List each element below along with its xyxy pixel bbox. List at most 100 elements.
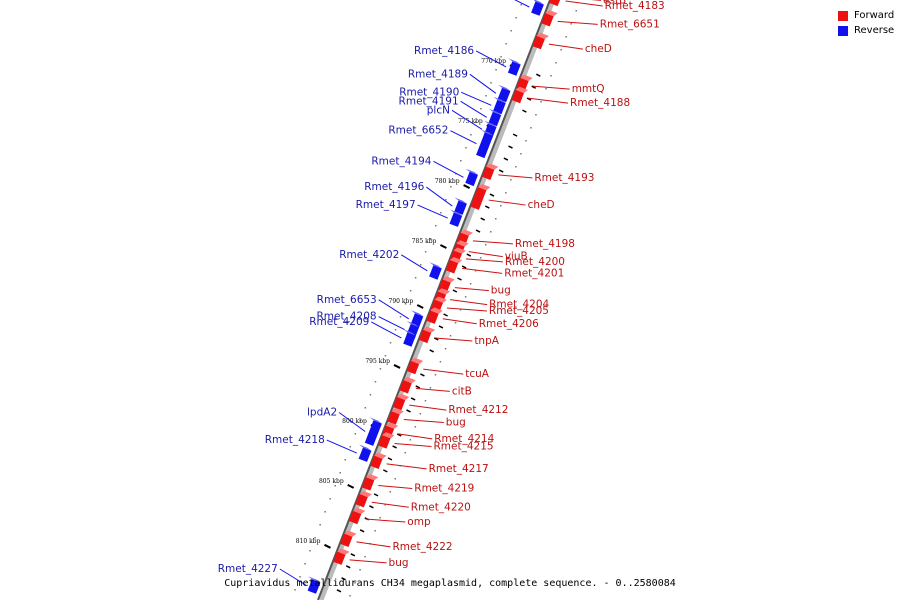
guide-dot [354,433,357,435]
guide-dot [299,576,301,578]
sequence-dots [294,4,577,597]
gene-leader-line [488,199,526,206]
gene-leader-line [514,0,530,8]
guide-dot [399,316,402,318]
minor-tick [443,313,448,317]
guide-dot [495,69,497,71]
reverse-swatch [838,25,848,36]
guide-dot [424,400,427,402]
minor-tick [535,73,541,77]
guide-dot [389,491,391,493]
guide-dot [479,257,482,259]
gene-leader-line [409,404,447,411]
gene-label-forward: Rmet_4193 [534,172,594,184]
gene-block [358,444,372,462]
gene-label-forward: citB [452,385,472,397]
gene-label-forward: tcuA [465,368,490,380]
gene-leader-line [475,50,507,68]
gene-leader-line [371,321,402,339]
gene-block [406,357,424,375]
gene-block [348,507,366,525]
guide-dot [469,283,472,285]
gene-leader-line [565,0,603,7]
scale-tick-label: 790 kbp [389,298,414,305]
gene-label-reverse: Rmet_4189 [408,68,468,80]
guide-dot [349,595,351,597]
minor-tick [484,205,490,209]
guide-dot [419,413,422,415]
gene-block [399,377,416,394]
guide-dot [414,426,417,428]
guide-dot [394,329,397,331]
guide-dot [334,485,336,487]
scale-tick-label: 780 kbp [435,178,460,185]
guide-dot [359,569,361,571]
gene-block [429,262,442,280]
gene-label-reverse: Rmet_4218 [265,434,325,446]
legend-forward: Forward [838,8,894,23]
minor-tick [369,505,374,509]
gene-label-forward: Rmet_4219 [414,482,474,494]
guide-dot [480,108,482,110]
minor-tick [392,445,397,449]
minor-tick [452,289,458,293]
guide-dot [319,524,321,526]
gene-block [361,474,379,491]
guide-dot [329,498,331,500]
gene-block [497,84,511,103]
gene-label-forward: bug [389,557,409,569]
guide-dot [404,452,406,454]
guide-dot [349,446,351,448]
guide-dot [475,121,477,123]
gene-leader-line [338,412,366,432]
gene-block [470,184,491,210]
gene-label-forward: Rmet_4205 [489,305,549,317]
guide-dot [505,192,507,194]
minor-tick [387,457,393,461]
gene-block [482,163,499,180]
guide-dot [505,43,507,45]
legend-reverse-label: Reverse [854,25,895,36]
gene-leader-line [356,541,391,548]
gene-label-forward: mmtQ [572,83,605,95]
gene-leader-line [426,186,453,207]
scale-tick [439,244,447,249]
guide-dot [470,134,472,136]
minor-tick [396,433,402,437]
guide-dot [570,23,572,25]
gene-block [465,168,478,187]
gene-label-reverse: Rmet_4186 [414,45,474,57]
minor-tick [382,469,388,473]
gene-label-reverse: Rmet_6653 [317,294,377,306]
guide-dot [344,459,346,461]
gene-leader-line [394,442,432,447]
gene-leader-line [423,368,464,375]
minor-tick [466,253,472,257]
forward-swatch [838,10,848,21]
gene-block [378,432,395,449]
scale-tick-label: 810 kbp [296,538,321,545]
guide-dot [309,550,311,552]
gene-block [393,393,410,411]
guide-dot [374,381,377,383]
guide-dot [409,439,412,441]
gene-block [476,129,494,159]
gene-leader-line [461,91,492,106]
gene-label-reverse: Rmet_4191 [399,95,459,107]
gene-label-reverse: Rmet_4209 [309,316,369,328]
gene-leader-line [442,318,477,325]
guide-dot [314,537,316,539]
guide-dot [379,517,381,519]
gene-leader-line [417,204,448,219]
gene-label-forward: Rmet_4183 [605,0,665,12]
minor-tick [461,265,467,269]
guide-dot [424,251,427,253]
gene-label-forward: Rmet_4217 [429,463,489,475]
guide-dot [429,387,432,389]
gene-label-forward: bug [446,417,466,429]
gene-leader-line [378,299,410,320]
guide-dot [510,179,512,181]
gene-label-reverse: Rmet_4196 [364,181,424,193]
guide-dot [515,166,517,168]
